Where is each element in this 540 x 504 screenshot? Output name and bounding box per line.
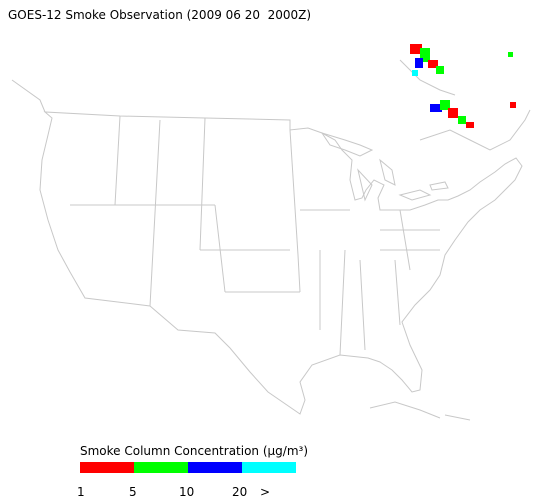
caribbean xyxy=(369,401,471,421)
title: GOES-12 Smoke Observation (2009 06 20 20… xyxy=(8,8,311,22)
legend-swatch xyxy=(188,462,242,473)
smoke-pixel xyxy=(410,44,422,54)
legend-swatch xyxy=(80,462,134,473)
great-lakes xyxy=(320,132,449,202)
legend-label: 10 xyxy=(179,485,194,499)
state-lines xyxy=(70,115,440,356)
legend: 1 5 10 20 > xyxy=(77,462,296,499)
smoke-pixel xyxy=(466,122,474,128)
smoke-pixel xyxy=(448,108,458,118)
smoke-pixel xyxy=(412,70,418,76)
smoke-pixel xyxy=(430,104,442,112)
smoke-pixel xyxy=(420,48,430,62)
smoke-pixel xyxy=(440,100,450,110)
us-outline xyxy=(39,111,523,415)
legend-title: Smoke Column Concentration (μg/m³) xyxy=(80,444,308,458)
smoke-pixel xyxy=(428,60,438,68)
legend-label: 5 xyxy=(129,485,137,499)
smoke-pixel xyxy=(436,66,444,74)
legend-swatch xyxy=(242,462,296,473)
legend-label: 20 xyxy=(232,485,247,499)
legend-label: > xyxy=(260,485,270,499)
legend-label: 1 xyxy=(77,485,85,499)
smoke-pixel xyxy=(458,116,466,124)
smoke-pixel xyxy=(415,58,423,68)
smoke-pixel xyxy=(508,52,513,57)
legend-swatch xyxy=(134,462,188,473)
smoke-pixels xyxy=(410,44,516,128)
us-map xyxy=(11,59,531,421)
canada-coast xyxy=(11,59,531,151)
smoke-pixel xyxy=(510,102,516,108)
